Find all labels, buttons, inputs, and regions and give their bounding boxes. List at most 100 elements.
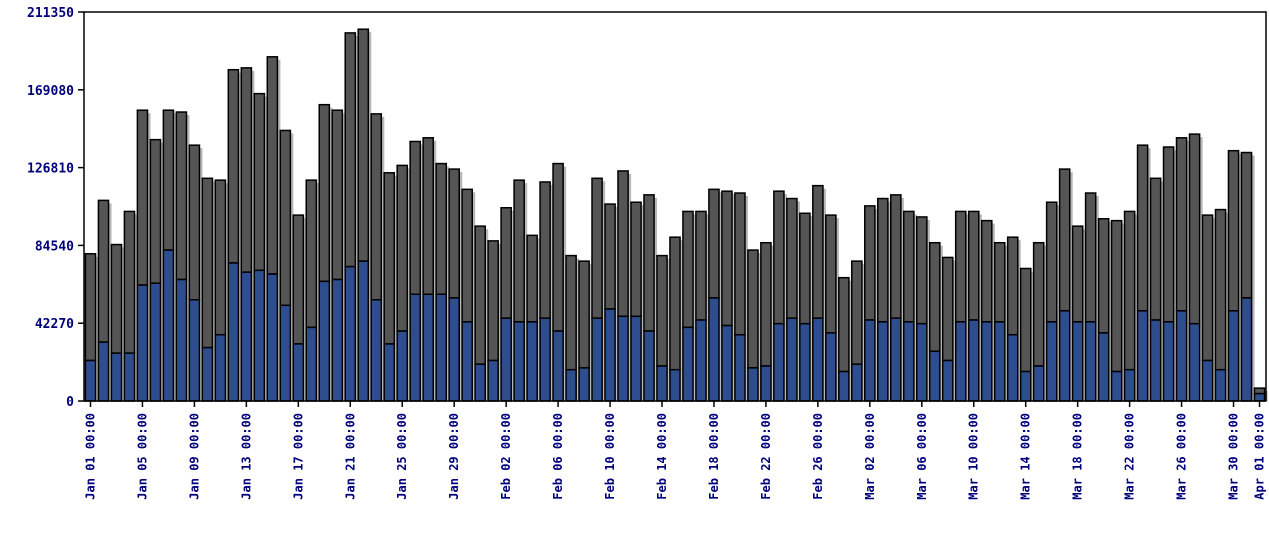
- bar-segment-lower: [461, 321, 473, 402]
- bar-segment-lower: [292, 343, 305, 402]
- bar-segment-upper: [383, 172, 396, 345]
- bar-segment-upper: [84, 253, 97, 362]
- bar-segment-upper: [1123, 210, 1136, 371]
- bar-segment-lower: [812, 317, 824, 402]
- bar-segment-lower: [201, 346, 214, 402]
- bar-segment-lower: [97, 341, 110, 402]
- bar-segment-upper: [565, 254, 577, 371]
- bar-segment-lower: [1019, 370, 1032, 402]
- bar-segment-upper: [162, 109, 175, 251]
- bar-segment-lower: [422, 293, 435, 402]
- bar-segment-lower: [1032, 365, 1045, 402]
- x-tick-label: Jan 09 00:00: [187, 413, 201, 500]
- bar-segment-lower: [175, 278, 188, 402]
- bar-segment-lower: [1123, 368, 1136, 402]
- bar-segment-upper: [889, 194, 902, 319]
- bar-segment-upper: [967, 210, 980, 321]
- bar-segment-upper: [864, 205, 876, 321]
- bar-segment-upper: [227, 68, 240, 264]
- bar-segment-upper: [1071, 225, 1084, 323]
- bar-segment-lower: [565, 368, 577, 402]
- bar-segment-upper: [902, 210, 915, 323]
- bar-segment-lower: [370, 299, 383, 402]
- bar-segment-lower: [552, 330, 564, 402]
- x-tick-label: Jan 17 00:00: [291, 413, 305, 500]
- bar-segment-upper: [1110, 219, 1123, 373]
- bar-segment-upper: [201, 177, 214, 349]
- bar-segment-upper: [240, 67, 253, 273]
- plot-frame: [83, 11, 1267, 402]
- bar-segment-lower: [604, 308, 616, 402]
- bar-segment-upper: [331, 109, 344, 281]
- x-tick-label: Mar 30 00:00: [1227, 413, 1241, 500]
- x-tick-label: Jan 13 00:00: [239, 413, 253, 500]
- bar-segment-lower: [721, 324, 733, 402]
- x-tick-label: Mar 26 00:00: [1175, 413, 1189, 500]
- bar-segment-upper: [825, 214, 837, 334]
- bar-segment-lower: [266, 273, 279, 402]
- bar-segment-upper: [695, 210, 707, 321]
- bar-segment-upper: [123, 210, 136, 354]
- bar-segment-lower: [941, 359, 954, 402]
- bar-segment-upper: [396, 164, 409, 332]
- bar-segment-upper: [552, 162, 564, 332]
- bar-segment-upper: [513, 179, 525, 323]
- x-tick-label: Mar 06 00:00: [915, 413, 929, 500]
- bar-segment-upper: [630, 201, 642, 318]
- bar-segment-lower: [1006, 333, 1019, 402]
- bar-segment-lower: [825, 332, 837, 402]
- bar-segment-lower: [409, 293, 422, 402]
- y-tick-label: 169080: [27, 84, 74, 99]
- bar-segment-upper: [799, 212, 811, 325]
- bar-segment-lower: [435, 293, 448, 402]
- bar-segment-upper: [617, 170, 629, 318]
- bar-segment-lower: [279, 304, 292, 402]
- bar-segment-upper: [149, 138, 162, 284]
- bar-segment-upper: [1032, 241, 1045, 367]
- bar-segment-upper: [941, 256, 954, 362]
- bar-segment-lower: [669, 368, 681, 402]
- bar-segment-upper: [448, 168, 461, 299]
- bar-segment-lower: [864, 319, 876, 402]
- bar-segment-lower: [162, 249, 175, 402]
- bar-segment-lower: [188, 299, 201, 402]
- bar-segment-lower: [1110, 370, 1123, 402]
- bar-segment-lower: [357, 260, 370, 402]
- bar-segment-upper: [1162, 146, 1175, 323]
- bar-segment-upper: [812, 184, 824, 319]
- bar-segment-upper: [773, 190, 785, 325]
- bar-segment-upper: [110, 243, 123, 354]
- bar-segment-lower: [500, 317, 512, 402]
- bar-segment-lower: [799, 322, 811, 402]
- bar-segment-upper: [409, 140, 422, 295]
- bar-segment-lower: [1084, 321, 1097, 402]
- x-tick-label: Mar 14 00:00: [1019, 413, 1033, 500]
- bar-segment-upper: [188, 144, 201, 301]
- bar-segment-lower: [513, 321, 525, 402]
- bar-segment-upper: [97, 199, 110, 343]
- bar-segment-upper: [344, 32, 357, 268]
- bar-segment-lower: [591, 317, 603, 402]
- bar-segment-lower: [954, 321, 967, 402]
- bar-segment-upper: [1188, 133, 1201, 325]
- x-tick-label: Jan 05 00:00: [135, 413, 149, 500]
- x-tick-label: Mar 10 00:00: [967, 413, 981, 500]
- bar-segment-lower: [760, 365, 772, 402]
- x-tick-label: Mar 02 00:00: [863, 413, 877, 500]
- bar-segment-upper: [747, 249, 759, 369]
- bar-segment-upper: [539, 181, 551, 319]
- bar-segment-lower: [993, 321, 1006, 402]
- bar-segment-lower: [214, 333, 227, 402]
- bar-segment-lower: [617, 315, 629, 402]
- bar-segment-lower: [786, 317, 798, 402]
- bar-segment-upper: [669, 236, 681, 371]
- bar-segment-upper: [993, 241, 1006, 323]
- x-tick-label: Jan 29 00:00: [447, 413, 461, 500]
- x-tick-label: Apr 01 00:00: [1253, 413, 1267, 500]
- bar-segment-upper: [954, 210, 967, 323]
- bar-segment-upper: [915, 216, 928, 325]
- bar-segment-upper: [1227, 149, 1240, 312]
- bar-segment-lower: [526, 321, 538, 402]
- bar-segment-upper: [1019, 267, 1032, 373]
